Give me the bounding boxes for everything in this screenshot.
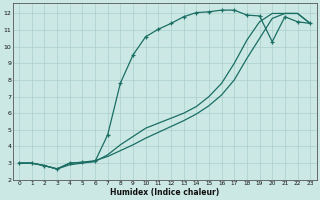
- X-axis label: Humidex (Indice chaleur): Humidex (Indice chaleur): [110, 188, 219, 197]
